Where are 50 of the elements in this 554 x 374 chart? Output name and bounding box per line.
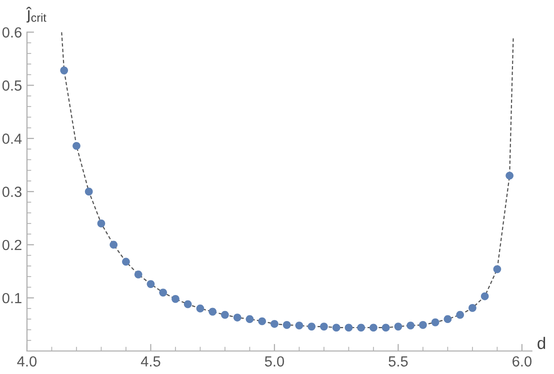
point xyxy=(431,318,440,326)
x-tick-label: 5.5 xyxy=(388,356,408,367)
point xyxy=(357,324,366,332)
point xyxy=(84,188,93,196)
y-tick-label: 0.6 xyxy=(2,27,22,38)
point xyxy=(332,324,340,332)
y-tick-label: 0.5 xyxy=(2,80,22,91)
point xyxy=(134,270,142,278)
point xyxy=(159,288,168,296)
point xyxy=(184,300,192,308)
y-tick-label: 0.4 xyxy=(2,134,22,144)
y-tick-label: 0.3 xyxy=(2,186,22,198)
point xyxy=(480,292,489,300)
point xyxy=(146,280,155,288)
point xyxy=(97,220,106,228)
x-tick-label: 4.0 xyxy=(17,356,37,367)
point xyxy=(456,310,464,319)
point xyxy=(233,314,242,322)
x-axis-title: d xyxy=(538,336,546,350)
point xyxy=(172,294,180,303)
point xyxy=(196,304,204,312)
x-tick-label: 6.0 xyxy=(512,356,532,367)
point xyxy=(60,66,68,74)
x-tick-label: 4.5 xyxy=(140,356,160,367)
point xyxy=(382,324,390,332)
point xyxy=(468,304,476,312)
point xyxy=(208,308,217,316)
y-tick-label: 0.1 xyxy=(2,292,22,304)
point xyxy=(444,315,452,324)
point xyxy=(282,321,291,329)
x-tick-label: 5.0 xyxy=(264,356,284,367)
point xyxy=(419,321,427,329)
point xyxy=(320,322,328,330)
point xyxy=(493,265,502,274)
y-tick-label: 0.2 xyxy=(2,240,22,250)
y-axis-title: ĵ$_{crit}$ xyxy=(26,6,46,23)
point xyxy=(221,310,229,319)
point xyxy=(258,317,266,326)
point xyxy=(406,322,415,330)
point xyxy=(246,315,254,324)
point xyxy=(308,322,316,330)
point xyxy=(270,320,278,328)
point xyxy=(295,322,304,330)
point xyxy=(394,322,402,330)
point xyxy=(344,324,353,332)
point xyxy=(506,172,514,180)
point xyxy=(110,240,118,249)
point xyxy=(370,324,378,332)
point xyxy=(122,258,130,266)
point xyxy=(72,142,80,150)
